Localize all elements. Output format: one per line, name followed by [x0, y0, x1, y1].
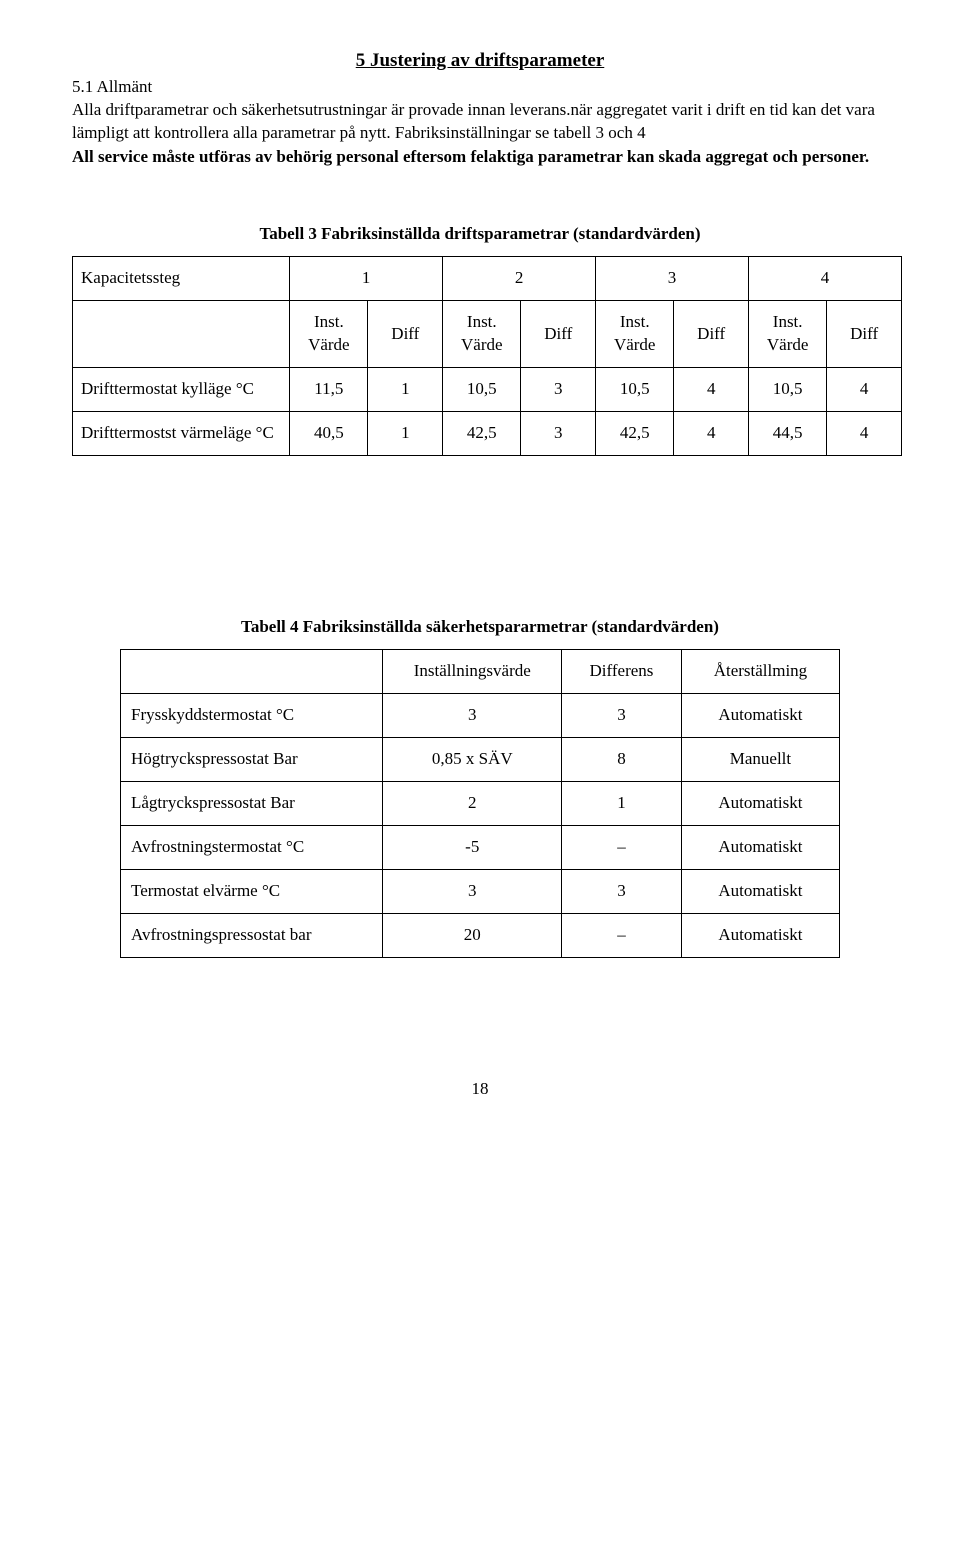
- t3-cell: 4: [674, 368, 749, 412]
- t4-cell: Manuellt: [681, 737, 839, 781]
- t4-cell: 20: [383, 913, 562, 957]
- table3-caption: Tabell 3 Fabriksinställda driftsparametr…: [72, 223, 888, 246]
- t3-sub-inst: Inst. Värde: [596, 301, 674, 368]
- t3-cell: 1: [368, 368, 443, 412]
- t3-cell: 4: [827, 368, 902, 412]
- t4-cell: 3: [562, 869, 682, 913]
- table-row: Högtryckspressostat Bar 0,85 x SÄV 8 Man…: [121, 737, 840, 781]
- t4-cell: Automatiskt: [681, 825, 839, 869]
- t4-row-label: Avfrostningspressostat bar: [121, 913, 383, 957]
- t3-sub-inst: Inst. Värde: [443, 301, 521, 368]
- t3-group-2: 2: [443, 257, 596, 301]
- table-row: Drifttermostst värmeläge °C 40,5 1 42,5 …: [73, 412, 902, 456]
- heading-main: 5 Justering av driftsparameter: [72, 48, 888, 74]
- t4-row-label: Högtryckspressostat Bar: [121, 737, 383, 781]
- t3-cell: 4: [827, 412, 902, 456]
- t3-sub-diff: Diff: [521, 301, 596, 368]
- t3-cell: 3: [521, 368, 596, 412]
- t3-cell: 10,5: [749, 368, 827, 412]
- t4-cell: 1: [562, 781, 682, 825]
- t3-group-4: 4: [749, 257, 902, 301]
- t4-cell: -5: [383, 825, 562, 869]
- t4-cell: 0,85 x SÄV: [383, 737, 562, 781]
- t4-cell: –: [562, 913, 682, 957]
- t3-row1-label: Drifttermostst värmeläge °C: [73, 412, 290, 456]
- t4-cell: Automatiskt: [681, 781, 839, 825]
- t3-cell: 42,5: [596, 412, 674, 456]
- t4-row-label: Lågtryckspressostat Bar: [121, 781, 383, 825]
- t4-cell: 3: [383, 693, 562, 737]
- t3-cell: 11,5: [290, 368, 368, 412]
- t3-cell: 1: [368, 412, 443, 456]
- t3-sub-diff: Diff: [674, 301, 749, 368]
- t3-cell: 10,5: [443, 368, 521, 412]
- table-row: Termostat elvärme °C 3 3 Automatiskt: [121, 869, 840, 913]
- t3-sub-inst: Inst. Värde: [290, 301, 368, 368]
- t4-cell: 8: [562, 737, 682, 781]
- t4-row-label: Termostat elvärme °C: [121, 869, 383, 913]
- page-number: 18: [72, 1078, 888, 1101]
- table-4: Inställningsvärde Differens Återställmin…: [120, 649, 840, 958]
- table-row: Frysskyddstermostat °C 3 3 Automatiskt: [121, 693, 840, 737]
- t4-head-b: Differens: [562, 649, 682, 693]
- t3-cell: 42,5: [443, 412, 521, 456]
- table-row: Avfrostningspressostat bar 20 – Automati…: [121, 913, 840, 957]
- t3-sub-inst: Inst. Värde: [749, 301, 827, 368]
- t4-head-a: Inställningsvärde: [383, 649, 562, 693]
- t4-row-label: Frysskyddstermostat °C: [121, 693, 383, 737]
- t3-cell: 10,5: [596, 368, 674, 412]
- t3-blank: [73, 301, 290, 368]
- t4-cell: Automatiskt: [681, 869, 839, 913]
- t4-row-label: Avfrostningstermostat °C: [121, 825, 383, 869]
- t3-group-3: 3: [596, 257, 749, 301]
- t3-cell: 44,5: [749, 412, 827, 456]
- t3-sub-diff: Diff: [368, 301, 443, 368]
- table4-caption: Tabell 4 Fabriksinställda säkerhetsparar…: [72, 616, 888, 639]
- paragraph-1: Alla driftparametrar och säkerhetsutrust…: [72, 99, 888, 145]
- section-5-1: 5.1 Allmänt: [72, 76, 888, 99]
- t4-cell: 3: [562, 693, 682, 737]
- table-row: Lågtryckspressostat Bar 2 1 Automatiskt: [121, 781, 840, 825]
- table-row: Drifttermostat kylläge °C 11,5 1 10,5 3 …: [73, 368, 902, 412]
- t3-cell: 4: [674, 412, 749, 456]
- t3-header-label: Kapacitetssteg: [73, 257, 290, 301]
- t4-cell: –: [562, 825, 682, 869]
- t4-cell: 2: [383, 781, 562, 825]
- table-row: Avfrostningstermostat °C -5 – Automatisk…: [121, 825, 840, 869]
- t3-cell: 3: [521, 412, 596, 456]
- t4-head-c: Återställming: [681, 649, 839, 693]
- t4-cell: Automatiskt: [681, 693, 839, 737]
- t3-group-1: 1: [290, 257, 443, 301]
- t3-row0-label: Drifttermostat kylläge °C: [73, 368, 290, 412]
- t4-blank: [121, 649, 383, 693]
- t4-cell: Automatiskt: [681, 913, 839, 957]
- t4-cell: 3: [383, 869, 562, 913]
- table-3: Kapacitetssteg 1 2 3 4 Inst. Värde Diff …: [72, 256, 902, 456]
- paragraph-2: All service måste utföras av behörig per…: [72, 146, 888, 169]
- t3-sub-diff: Diff: [827, 301, 902, 368]
- t3-cell: 40,5: [290, 412, 368, 456]
